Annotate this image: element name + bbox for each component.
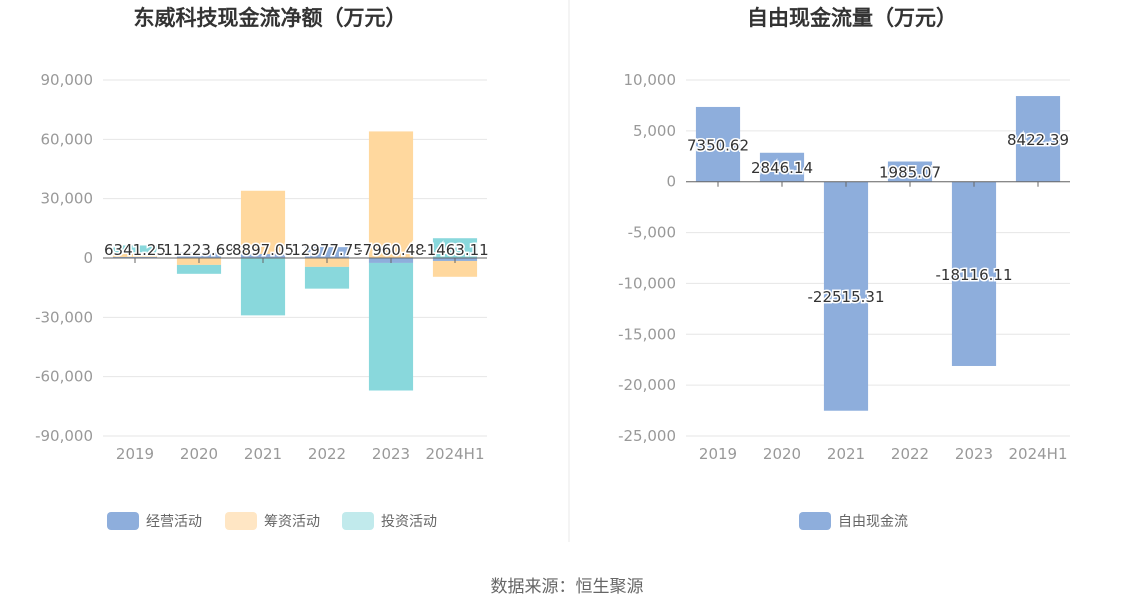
bar-0-0-1	[176, 252, 222, 258]
legend-label-0-2: 投资活动	[381, 514, 437, 530]
x-tick-label-1-0: 2019	[699, 445, 737, 463]
legend-label-1-0: 自由现金流	[838, 514, 908, 530]
bar-0-0-2	[240, 254, 286, 258]
value-label-5: 8422.39	[1007, 131, 1069, 149]
bar-0-1-4	[368, 131, 414, 258]
x-tick-label-1-3: 2022	[891, 445, 929, 463]
y-tick-label-1-2: 0	[666, 173, 676, 191]
y-tick-label-1-6: -20,000	[618, 376, 676, 394]
y-tick-label-0-3: 0	[83, 249, 93, 267]
x-tick-label-0-4: 2023	[372, 445, 410, 463]
bar-1-0-2	[823, 181, 869, 411]
net-label-2: 8897.05	[232, 241, 294, 259]
legend-swatch-0-0	[107, 512, 139, 530]
bar-0-2-2	[240, 258, 286, 316]
bar-0-2-1	[176, 264, 222, 274]
y-tick-label-0-5: -60,000	[35, 368, 93, 386]
source-note: 数据来源：恒生聚源	[491, 577, 644, 597]
x-tick-label-0-2: 2021	[244, 445, 282, 463]
net-label-5: -1463.11	[421, 241, 488, 259]
y-tick-label-0-4: -30,000	[35, 308, 93, 326]
bar-1-0-4	[951, 181, 997, 366]
value-label-2: -22515.31	[808, 288, 885, 306]
y-tick-label-1-0: 10,000	[624, 71, 677, 89]
value-label-4: -18116.11	[936, 266, 1013, 284]
x-tick-label-0-1: 2020	[180, 445, 218, 463]
x-tick-label-0-0: 2019	[116, 445, 154, 463]
chart-title-0: 东威科技现金流净额（万元）	[134, 6, 407, 30]
y-tick-label-1-3: -5,000	[628, 224, 676, 242]
bar-1-0-0	[695, 106, 741, 182]
bar-1-0-3	[887, 161, 933, 182]
bar-0-1-0	[112, 253, 158, 258]
bar-0-1-5	[432, 260, 478, 277]
net-label-3: 12977.75	[291, 241, 363, 259]
legend-label-0-0: 经营活动	[146, 514, 202, 530]
bar-1-0-1	[759, 152, 805, 182]
bar-0-1-2	[240, 190, 286, 255]
x-tick-label-0-5: 2024H1	[426, 445, 485, 463]
legend-swatch-0-1	[225, 512, 257, 530]
value-label-0: 7350.62	[687, 136, 749, 154]
net-label-4: -7960.48	[357, 241, 424, 259]
value-label-3: 1985.07	[879, 164, 941, 182]
y-tick-label-0-1: 60,000	[41, 130, 94, 148]
y-tick-label-0-2: 30,000	[41, 190, 94, 208]
y-tick-label-0-6: -90,000	[35, 427, 93, 445]
legend-swatch-0-2	[342, 512, 374, 530]
x-tick-label-1-2: 2021	[827, 445, 865, 463]
y-tick-label-1-7: -25,000	[618, 427, 676, 445]
legend-swatch-1-0	[799, 512, 831, 530]
bar-0-0-3	[304, 247, 350, 258]
x-tick-label-1-5: 2024H1	[1009, 445, 1068, 463]
y-tick-label-1-4: -10,000	[618, 274, 676, 292]
net-label-0: 6341.25	[104, 241, 166, 259]
x-tick-label-0-3: 2022	[308, 445, 346, 463]
x-tick-label-1-1: 2020	[763, 445, 801, 463]
x-tick-label-1-4: 2023	[955, 445, 993, 463]
bar-1-0-5	[1015, 96, 1061, 182]
y-tick-label-1-5: -15,000	[618, 325, 676, 343]
value-label-1: 2846.14	[751, 159, 813, 177]
bar-0-2-4	[368, 262, 414, 391]
chart-title-1: 自由现金流量（万元）	[747, 6, 957, 30]
y-tick-label-0-0: 90,000	[41, 71, 94, 89]
net-label-1: 11223.69	[163, 241, 235, 259]
bar-0-2-0	[112, 245, 158, 254]
legend-label-0-1: 筹资活动	[264, 513, 320, 530]
bar-0-2-5	[432, 238, 478, 258]
y-tick-label-1-1: 5,000	[633, 122, 676, 140]
bar-0-2-3	[304, 266, 350, 289]
